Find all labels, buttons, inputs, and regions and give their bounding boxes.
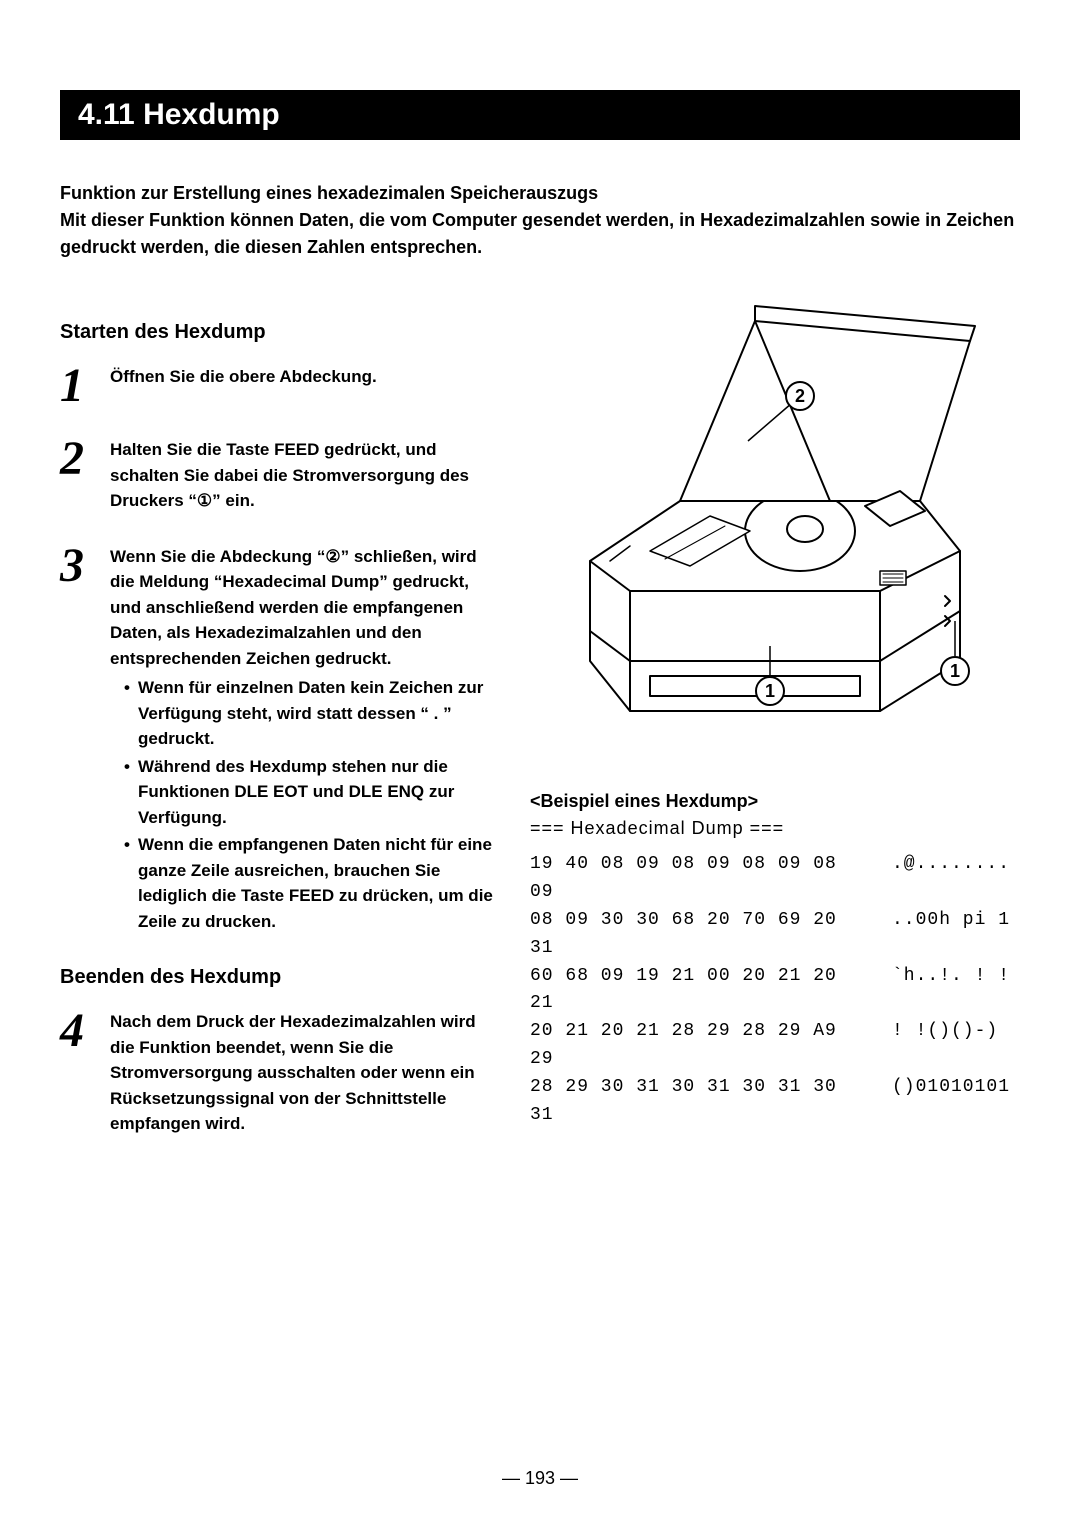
hex-bytes: 60 68 09 19 21 00 20 21 20 21 xyxy=(530,963,870,1019)
step-number: 3 xyxy=(60,544,96,937)
start-heading: Starten des Hexdump xyxy=(60,321,500,344)
hex-ascii: `h..!. ! ! xyxy=(870,963,1010,1019)
hex-ascii: .@........ xyxy=(870,851,1010,907)
hex-bytes: 28 29 30 31 30 31 30 31 30 31 xyxy=(530,1074,870,1130)
hex-bytes: 19 40 08 09 08 09 08 09 08 09 xyxy=(530,851,870,907)
intro-line1: Funktion zur Erstellung eines hexadezima… xyxy=(60,180,1020,207)
step-number: 4 xyxy=(60,1009,96,1137)
page-number: — 193 — xyxy=(0,1468,1080,1489)
step-3-main: Wenn Sie die Abdeckung “②” schließen, wi… xyxy=(110,547,477,668)
step-1: 1 Öffnen Sie die obere Abdeckung. xyxy=(60,364,500,407)
step-text: Öffnen Sie die obere Abdeckung. xyxy=(110,364,377,407)
intro-block: Funktion zur Erstellung eines hexadezima… xyxy=(60,180,1020,261)
hex-row: 20 21 20 21 28 29 28 29 A9 29 ! !()()-) xyxy=(530,1018,1020,1074)
step-number: 1 xyxy=(60,364,96,407)
callout-2: 2 xyxy=(795,386,805,406)
step-text: Halten Sie die Taste FEED gedrückt, und … xyxy=(110,437,500,514)
step-3-bullet: Wenn die empfangenen Daten nicht für ein… xyxy=(124,832,500,934)
step-text: Wenn Sie die Abdeckung “②” schließen, wi… xyxy=(110,544,500,937)
printer-svg: 2 1 1 xyxy=(530,301,1010,741)
left-column: Starten des Hexdump 1 Öffnen Sie die obe… xyxy=(60,291,500,1167)
step-3: 3 Wenn Sie die Abdeckung “②” schließen, … xyxy=(60,544,500,937)
hex-row: 19 40 08 09 08 09 08 09 08 09 .@........ xyxy=(530,851,1020,907)
section-title: 4.11 Hexdump xyxy=(60,90,1020,140)
printer-illustration: 2 1 1 xyxy=(530,301,1010,741)
intro-line2: Mit dieser Funktion können Daten, die vo… xyxy=(60,207,1020,261)
hex-row: 60 68 09 19 21 00 20 21 20 21 `h..!. ! ! xyxy=(530,963,1020,1019)
step-number: 2 xyxy=(60,437,96,514)
end-heading: Beenden des Hexdump xyxy=(60,966,500,989)
hex-row: 28 29 30 31 30 31 30 31 30 31 ()01010101 xyxy=(530,1074,1020,1130)
hex-ascii: ..00h pi 1 xyxy=(870,907,1010,963)
callout-1b: 1 xyxy=(765,681,775,701)
step-2: 2 Halten Sie die Taste FEED gedrückt, un… xyxy=(60,437,500,514)
right-column: 2 1 1 <Beispiel eines Hexdump> === Hexad… xyxy=(520,291,1020,1167)
step-3-bullet: Wenn für einzelnen Daten kein Zeichen zu… xyxy=(124,675,500,752)
hex-bytes: 08 09 30 30 68 20 70 69 20 31 xyxy=(530,907,870,963)
hexdump-example-subtitle: === Hexadecimal Dump === xyxy=(530,818,1020,839)
hexdump-table: 19 40 08 09 08 09 08 09 08 09 .@........… xyxy=(530,851,1020,1130)
callout-1: 1 xyxy=(950,661,960,681)
hex-ascii: ()01010101 xyxy=(870,1074,1010,1130)
hexdump-example-title: <Beispiel eines Hexdump> xyxy=(530,791,1020,812)
step-3-bullet: Während des Hexdump stehen nur die Funkt… xyxy=(124,754,500,831)
hex-bytes: 20 21 20 21 28 29 28 29 A9 29 xyxy=(530,1018,870,1074)
step-4: 4 Nach dem Druck der Hexadezimalzahlen w… xyxy=(60,1009,500,1137)
hex-row: 08 09 30 30 68 20 70 69 20 31 ..00h pi 1 xyxy=(530,907,1020,963)
hex-ascii: ! !()()-) xyxy=(870,1018,998,1074)
step-text: Nach dem Druck der Hexadezimalzahlen wir… xyxy=(110,1009,500,1137)
